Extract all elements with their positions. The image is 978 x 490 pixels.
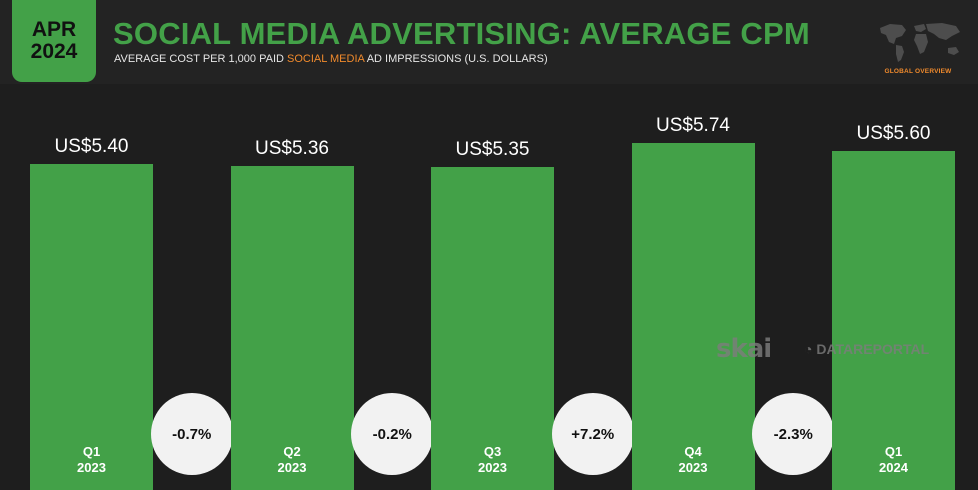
category-year: 2023 [678, 460, 708, 475]
skai-watermark: skai [716, 334, 772, 364]
category-quarter: Q1 [884, 444, 903, 459]
category-quarter: Q4 [684, 444, 702, 459]
category-quarter: Q1 [82, 444, 101, 459]
datareportal-watermark: ◔ DATAREPORTAL [804, 340, 929, 366]
world-map-icon [880, 23, 960, 62]
global-overview-label: GLOBAL OVERVIEW [884, 68, 952, 75]
category-quarter: Q2 [283, 444, 301, 459]
category-year: 2023 [478, 460, 507, 475]
category-label: Q4 2023 [643, 444, 743, 476]
subtitle-text-start: AVERAGE COST PER 1,000 PAID [114, 53, 288, 65]
subtitle-text-end: AD IMPRESSIONS (U.S. DOLLARS) [364, 53, 548, 65]
category-quarter: Q3 [483, 444, 502, 459]
category-year: 2023 [277, 460, 307, 475]
category-year: 2024 [879, 460, 908, 475]
page-title: SOCIAL MEDIA ADVERTISING: AVERAGE CPM [113, 16, 810, 51]
page-subtitle: AVERAGE COST PER 1,000 PAID SOCIAL MEDIA… [114, 53, 548, 65]
value-label: US$5.74 [656, 115, 730, 136]
change-bubble: -2.3% [752, 393, 835, 475]
badge-month: APR [31, 18, 77, 41]
bar [832, 151, 955, 490]
change-bubble: +7.2% [551, 393, 634, 475]
category-year: 2023 [77, 460, 106, 475]
value-label: US$5.36 [255, 137, 329, 159]
value-label: US$5.35 [455, 138, 530, 160]
date-badge: APR 2024 [12, 0, 96, 82]
change-bubble: -0.2% [351, 393, 434, 475]
bar [631, 143, 755, 490]
category-label: Q2 2023 [242, 444, 342, 476]
value-label: US$5.60 [856, 123, 931, 145]
category-label: Q3 2023 [443, 444, 543, 476]
bar [30, 163, 153, 490]
bar [431, 166, 554, 490]
category-label: Q1 2023 [42, 444, 142, 476]
bar [230, 165, 354, 490]
badge-year: 2024 [30, 40, 78, 63]
datareportal-text: DATAREPORTAL [816, 341, 930, 357]
datareportal-logo-icon: ◔ [804, 341, 817, 357]
value-label: US$5.40 [54, 135, 129, 157]
category-label: Q1 2024 [844, 444, 944, 476]
change-bubble: -0.7% [150, 393, 233, 475]
subtitle-highlight: SOCIAL MEDIA [287, 53, 365, 65]
header-band [0, 0, 978, 84]
